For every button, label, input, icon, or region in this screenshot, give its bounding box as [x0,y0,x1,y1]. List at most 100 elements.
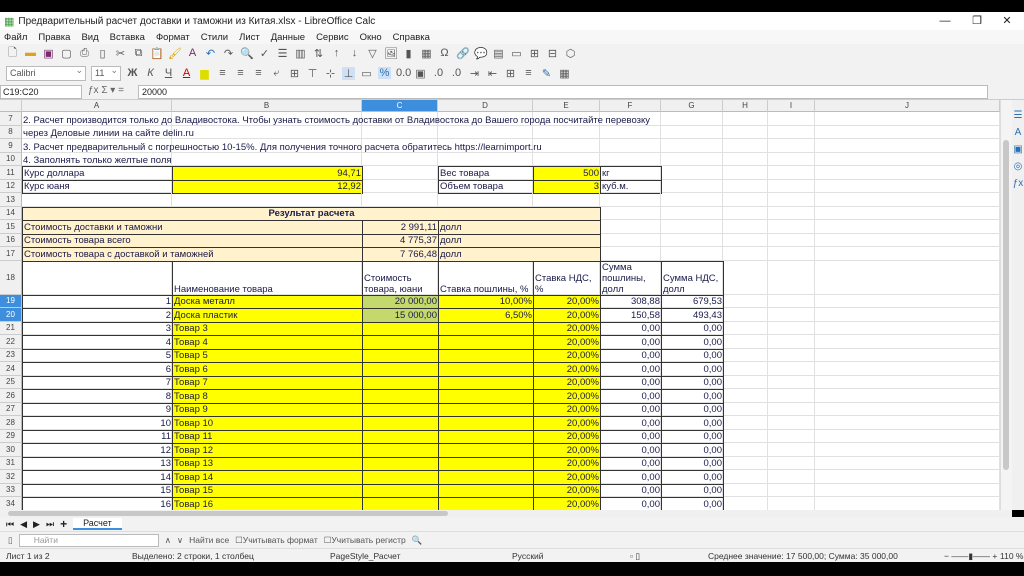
row-header-33[interactable]: 33 [0,483,22,497]
cell-A28[interactable]: 10 [22,416,173,431]
cell-B19[interactable]: Доска металл [172,294,363,309]
cell-C27[interactable] [362,402,439,417]
cell-A10[interactable]: 4. Заполнять только желтые поля [23,155,172,166]
cell-C31[interactable] [362,456,439,471]
add-decimal-icon[interactable]: .0 [433,67,444,79]
align-bottom-icon[interactable]: ⊥ [342,66,355,80]
cell-D28[interactable] [438,416,534,431]
navigator-icon[interactable]: ◎ [1013,161,1023,172]
cell-A24[interactable]: 6 [22,362,173,377]
number-format-icon[interactable]: 0.0 [396,67,412,79]
autofilter-icon[interactable]: ▽ [368,47,377,60]
split-window-icon[interactable]: ⊟ [547,47,558,60]
clone-formatting-icon[interactable]: 🖌 [168,47,182,60]
name-box[interactable]: C19:C20 [0,85,82,99]
column-icon[interactable]: ▥ [295,47,306,60]
add-sheet-icon[interactable]: + [60,517,68,531]
cell-D26[interactable] [438,389,534,404]
cell-C18[interactable]: Стоимость товара, юани [362,260,439,296]
menu-0[interactable]: Файл [4,31,28,43]
cell-C24[interactable] [362,362,439,377]
row-header-12[interactable]: 12 [0,179,22,193]
column-header-B[interactable]: B [172,100,362,112]
vertical-scrollbar-thumb[interactable] [1003,140,1009,470]
cell-F31[interactable]: 0,00 [600,456,662,471]
match-format-checkbox[interactable]: ☐Учитывать формат [235,534,318,545]
cell-G29[interactable]: 0,00 [661,429,724,444]
cell-B22[interactable]: Товар 4 [172,335,363,350]
cell-D30[interactable] [438,443,534,458]
menu-10[interactable]: Справка [392,31,430,43]
cell-B20[interactable]: Доска пластик [172,308,363,323]
cell-F12[interactable]: куб.м. [600,179,662,194]
cell-C25[interactable] [362,375,439,390]
first-sheet-icon[interactable]: ⏮ [6,518,15,529]
cell-D23[interactable] [438,348,534,363]
row-header-19[interactable]: 19 [0,294,22,308]
cell-A20[interactable]: 2 [22,308,173,323]
row-header-7[interactable]: 7 [0,112,22,126]
cell-F25[interactable]: 0,00 [600,375,662,390]
cell-B32[interactable]: Товар 14 [172,470,363,485]
cell-F29[interactable]: 0,00 [600,429,662,444]
cell-B21[interactable]: Товар 3 [172,321,363,336]
column-header-F[interactable]: F [600,100,661,112]
cell-E33[interactable]: 20,00% [533,483,601,498]
print-icon[interactable]: ⎙ [80,46,89,59]
cell-D32[interactable] [438,470,534,485]
border-style-icon[interactable]: ≡ [525,67,532,79]
menu-6[interactable]: Лист [239,31,260,43]
cell-B23[interactable]: Товар 5 [172,348,363,363]
cell-B27[interactable]: Товар 9 [172,402,363,417]
export-pdf-icon[interactable]: ▢ [61,47,72,60]
cell-B12[interactable]: 12,92 [172,179,363,194]
cell-C23[interactable] [362,348,439,363]
row-header-14[interactable]: 14 [0,206,22,220]
cell-A14[interactable]: Результат расчета [22,206,601,221]
insert-chart-icon[interactable]: ▮ [405,47,412,60]
cell-C20[interactable]: 15 000,00 [362,308,439,323]
cell-F24[interactable]: 0,00 [600,362,662,377]
cell-A23[interactable]: 5 [22,348,173,363]
menu-9[interactable]: Окно [359,31,382,43]
cell-B33[interactable]: Товар 15 [172,483,363,498]
functions-icon[interactable]: ƒx [1012,178,1024,189]
cell-D24[interactable] [438,362,534,377]
cell-F19[interactable]: 308,88 [600,294,662,309]
row-header-31[interactable]: 31 [0,456,22,470]
copy-icon[interactable]: ⧉ [134,46,143,59]
align-center-icon[interactable]: ≡ [237,67,244,79]
column-header-E[interactable]: E [533,100,600,112]
cell-D18[interactable]: Ставка пошлины, % [438,260,534,296]
cell-E12[interactable]: 3 [533,179,601,194]
cell-G34[interactable]: 0,00 [661,497,724,510]
page-style[interactable]: PageStyle_Расчет [330,551,401,561]
row-header-24[interactable]: 24 [0,362,22,376]
sheet-tab[interactable]: Расчет [73,518,122,530]
find-input[interactable]: Найти [18,533,159,547]
cell-D25[interactable] [438,375,534,390]
cell-E19[interactable]: 20,00% [533,294,601,309]
cell-E32[interactable]: 20,00% [533,470,601,485]
cell-E23[interactable]: 20,00% [533,348,601,363]
percent-format-icon[interactable]: % [378,67,391,79]
cell-E24[interactable]: 20,00% [533,362,601,377]
cell-C33[interactable] [362,483,439,498]
align-right-icon[interactable]: ≡ [255,67,262,79]
cell-B25[interactable]: Товар 7 [172,375,363,390]
cell-B18[interactable]: Наименование товара [172,260,363,296]
cell-B34[interactable]: Товар 16 [172,497,363,510]
merge-cells-icon[interactable]: ⊞ [289,67,300,80]
cell-G21[interactable]: 0,00 [661,321,724,336]
show-draw-functions-icon[interactable]: ⬡ [565,47,576,60]
cell-D33[interactable] [438,483,534,498]
cell-D16[interactable]: долл [438,233,601,248]
align-left-icon[interactable]: ≡ [219,67,226,79]
border-color-icon[interactable]: ✎ [541,67,552,80]
cell-G22[interactable]: 0,00 [661,335,724,350]
clear-formatting-icon[interactable]: A [188,47,197,59]
date-format-icon[interactable]: ▣ [415,67,426,80]
cell-D34[interactable] [438,497,534,510]
cell-E20[interactable]: 20,00% [533,308,601,323]
insert-image-icon[interactable]: 🖼 [384,47,398,60]
